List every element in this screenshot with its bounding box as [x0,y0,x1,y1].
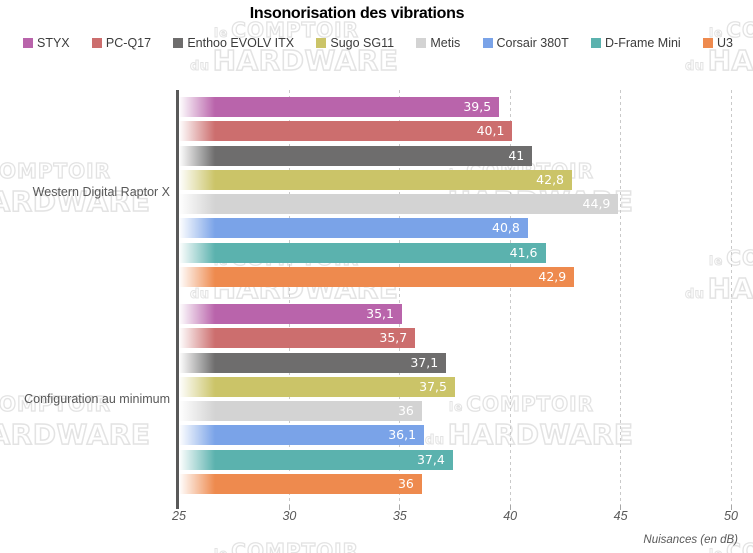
bar-value-label: 41 [508,147,525,163]
legend-label: PC-Q17 [105,36,152,50]
legend-item: STYX [23,36,70,50]
x-axis-tick [288,505,290,510]
x-axis-tick-label: 25 [172,509,186,523]
gridline [288,90,290,505]
gridline [730,90,732,505]
bar-value-label: 36 [397,403,414,419]
legend-item: PC-Q17 [91,36,152,50]
x-axis-tick-label: 40 [503,509,518,523]
bar-group: 39,5 40,1 41 42,8 44,9 40,8 41,6 42,9 [179,97,731,288]
legend-swatch [702,38,713,48]
bar-group: 35,1 35,7 37,1 37,5 36 36,1 37,4 36 [179,304,731,495]
bar-value-label: 37,5 [419,378,447,394]
bar: 42,9 [179,267,575,288]
bar-value-label: 37,1 [410,354,439,370]
legend-swatch [173,38,184,48]
legend-item: Enthoo EVOLV ITX [173,36,294,50]
bar: 42,8 [179,169,573,190]
legend: STYX PC-Q17 Enthoo EVOLV ITX Sugo SG11 Metis… [23,35,733,51]
bar-value-label: 36 [397,476,414,492]
legend-swatch [23,38,33,48]
bar: 36 [179,474,422,495]
x-axis-tick-label: 50 [724,509,738,523]
bar: 37,4 [179,449,453,470]
legend-label: STYX [37,36,70,50]
bar-value-label: 37,4 [416,451,445,467]
legend-swatch [91,38,102,48]
legend-label: Corsair 380T [496,36,569,50]
legend-item: Sugo SG11 [316,36,394,50]
bar: 40,8 [179,218,528,239]
x-axis-tick [509,505,511,510]
bar-value-label: 42,9 [538,269,567,285]
legend-swatch [591,38,602,48]
x-axis-title: Nuisances (en dB) [643,534,738,546]
legend-swatch [482,38,493,48]
legend-label: Sugo SG11 [330,36,395,50]
bar-value-label: 44,9 [582,196,611,212]
bar: 37,1 [179,352,447,373]
legend-label: Enthoo EVOLV ITX [187,36,295,50]
category-label: Western Digital Raptor X [32,185,170,199]
bar: 40,1 [179,121,513,142]
bar: 36 [179,401,422,422]
legend-swatch [316,38,327,48]
plot-area: 39,5 40,1 41 42,8 44,9 40,8 41,6 42,9 35,1 35,7 37… [179,90,732,510]
bar: 41 [179,145,533,166]
bar-value-label: 40,8 [492,220,520,236]
chart-title: Insonorisation des vibrations [249,5,465,22]
x-axis-tick-label: 30 [282,509,297,523]
legend-item: Metis [416,36,460,50]
bar: 37,5 [179,376,455,397]
x-axis-tick-label: 45 [613,509,628,523]
category-label: Configuration au minimum [24,392,170,406]
gridline [620,90,622,505]
legend-swatch [416,38,427,48]
y-axis-line [176,90,179,509]
legend-item: Corsair 380T [482,36,569,50]
gridline [399,90,401,505]
legend-label: U3 [716,36,733,50]
gridline [509,90,511,505]
bar-value-label: 41,6 [509,244,538,260]
bar: 36,1 [179,425,425,446]
bar: 35,7 [179,328,416,349]
legend-item: U3 [702,36,733,50]
bar: 41,6 [179,242,546,263]
legend-label: Metis [430,36,461,50]
bar: 35,1 [179,304,402,324]
bar-value-label: 35,7 [379,330,408,346]
bar-value-label: 35,1 [366,306,394,321]
bar-value-label: 36,1 [388,427,417,443]
bar: 39,5 [179,97,500,117]
bar: 44,9 [179,194,619,215]
x-axis-tick [730,505,732,510]
x-axis-tick [399,505,401,510]
legend-label: D-Frame Mini [605,36,681,50]
bar-value-label: 39,5 [463,99,492,114]
legend-item: D-Frame Mini [591,36,681,50]
x-axis-tick [620,505,622,510]
bar-value-label: 40,1 [476,123,505,139]
bar-value-label: 42,8 [536,171,565,187]
x-axis-tick-label: 35 [392,509,407,523]
